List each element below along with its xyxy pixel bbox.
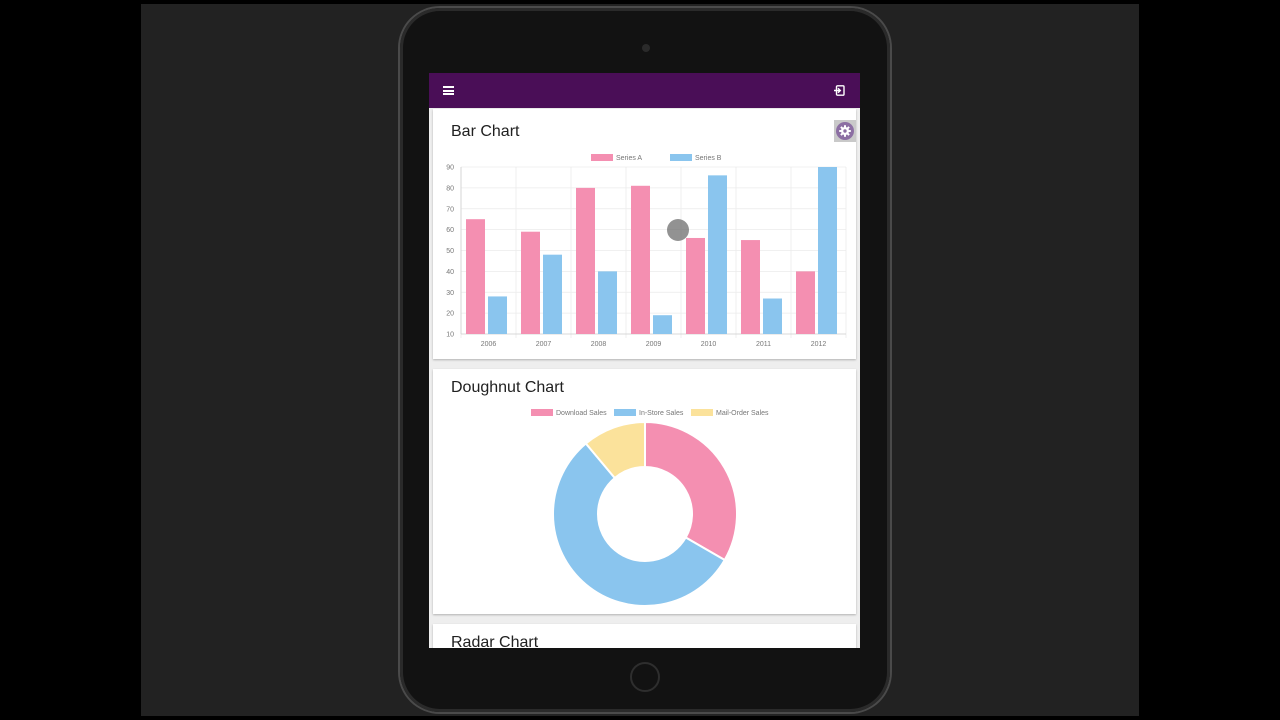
bar <box>741 240 760 334</box>
y-tick-label: 30 <box>446 290 454 297</box>
bar <box>763 298 782 334</box>
legend-swatch <box>691 409 713 416</box>
bar <box>686 237 705 334</box>
doughnut-slice <box>552 442 727 607</box>
y-tick-label: 60 <box>446 227 454 234</box>
app-screen: Bar Chart Series A Series B 90 80 70 60 50 40 30… <box>429 73 860 648</box>
bar <box>796 271 815 334</box>
legend-swatch <box>670 154 692 161</box>
logout-icon[interactable] <box>834 85 845 96</box>
bar <box>708 175 727 334</box>
menu-icon[interactable] <box>443 86 454 95</box>
y-tick-label: 50 <box>446 248 454 255</box>
bar <box>818 167 837 334</box>
x-tick-label: 2012 <box>811 341 827 348</box>
bar <box>598 271 617 334</box>
y-tick-label: 70 <box>446 206 454 213</box>
bar <box>631 185 650 334</box>
doughnut-slice <box>644 420 738 562</box>
y-tick-label: 80 <box>446 185 454 192</box>
legend-swatch <box>531 409 553 416</box>
bar <box>488 296 507 334</box>
doughnut-chart: Download Sales In-Store Sales Mail-Order S… <box>531 409 769 607</box>
x-tick-label: 2006 <box>481 341 497 348</box>
app-bar <box>429 73 860 108</box>
doughnut-slice <box>584 420 646 480</box>
legend-label: Download Sales <box>556 410 607 417</box>
doughnut-chart-card: Doughnut Chart Download Sales In-Store Sa… <box>433 369 856 614</box>
legend-label: In-Store Sales <box>639 410 684 417</box>
y-tick-label: 90 <box>446 165 454 172</box>
bar <box>521 231 540 334</box>
gear-icon <box>839 125 851 137</box>
y-tick-label: 10 <box>446 332 454 339</box>
radar-chart-title: Radar Chart <box>451 634 539 648</box>
x-tick-label: 2008 <box>591 341 607 348</box>
x-tick-label: 2007 <box>536 341 552 348</box>
legend-label: Series B <box>695 155 722 162</box>
bar <box>543 254 562 334</box>
legend-swatch <box>614 409 636 416</box>
legend-label: Series A <box>616 155 642 162</box>
settings-button[interactable] <box>834 120 856 142</box>
touch-indicator <box>667 219 689 241</box>
home-button[interactable] <box>630 662 660 692</box>
bar <box>576 187 595 334</box>
y-tick-label: 20 <box>446 311 454 318</box>
x-tick-label: 2009 <box>646 341 662 348</box>
y-tick-label: 40 <box>446 269 454 276</box>
legend-swatch <box>591 154 613 161</box>
camera-dot <box>642 44 650 52</box>
bar <box>653 315 672 334</box>
legend-label: Mail-Order Sales <box>716 410 769 417</box>
x-tick-label: 2010 <box>701 341 717 348</box>
bar-chart-title: Bar Chart <box>451 123 520 140</box>
bar <box>466 219 485 334</box>
doughnut-chart-title: Doughnut Chart <box>451 379 564 396</box>
bar-chart-card: Bar Chart Series A Series B 90 80 70 60 50 40 30… <box>433 109 856 359</box>
x-tick-label: 2011 <box>756 341 771 348</box>
radar-chart-card: Radar Chart <box>433 624 856 648</box>
